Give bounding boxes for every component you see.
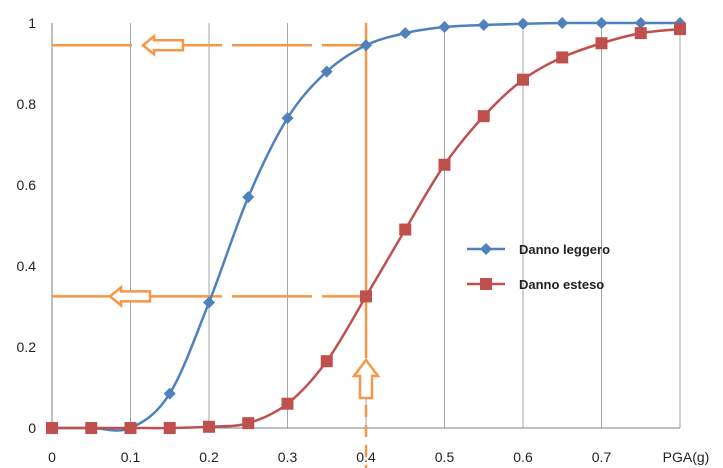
y-tick-label: 0.4 — [17, 258, 37, 274]
x-tick-label: 0.3 — [278, 449, 298, 465]
data-point-square — [438, 158, 451, 171]
data-point-square — [477, 110, 490, 123]
data-point-diamond — [556, 17, 569, 29]
data-point-diamond — [634, 17, 647, 29]
series-curves — [46, 17, 686, 434]
data-point-square — [399, 223, 412, 236]
left-arrow-icon — [141, 33, 185, 57]
data-point-square — [203, 420, 215, 433]
y-tick-label: 0.8 — [17, 96, 37, 112]
legend: Danno leggero Danno esteso — [467, 242, 610, 292]
data-point-square — [85, 422, 98, 434]
data-point-square — [163, 422, 176, 434]
data-point-diamond — [595, 17, 608, 29]
y-tick-label: 0.2 — [17, 339, 37, 355]
data-point-square — [124, 422, 137, 434]
tick-labels: 0 0.1 0.2 0.3 0.4 0.5 0.6 0.7 0 0.2 0.4 0.6 0.8 1 — [17, 15, 612, 465]
data-point-square — [46, 422, 58, 434]
y-tick-label: 1 — [28, 15, 36, 31]
x-tick-label: 0.2 — [199, 449, 219, 465]
data-point-square — [634, 27, 647, 40]
data-point-diamond — [242, 191, 255, 204]
data-point-diamond — [477, 19, 490, 32]
data-point-diamond — [438, 21, 451, 34]
data-point-square — [674, 23, 686, 36]
data-point-square — [281, 397, 294, 410]
data-point-square — [360, 290, 372, 303]
data-point-square — [242, 417, 255, 430]
x-tick-label: 0.1 — [121, 449, 141, 465]
data-point-diamond — [320, 65, 333, 78]
orange-annotations — [52, 23, 381, 468]
data-point-diamond — [203, 296, 215, 309]
legend-label-danno-leggero: Danno leggero — [519, 242, 610, 257]
up-arrow-icon — [351, 357, 381, 400]
x-axis-label: PGA(g) — [663, 449, 710, 465]
x-tick-label: 0.6 — [513, 449, 533, 465]
legend-item-danno-leggero: Danno leggero — [467, 242, 610, 257]
x-tick-label: 0 — [48, 449, 56, 465]
legend-diamond-marker — [480, 243, 492, 255]
data-point-diamond — [163, 387, 176, 400]
data-point-diamond — [360, 39, 372, 52]
left-arrow-icon — [108, 284, 152, 309]
data-point-diamond — [281, 112, 294, 125]
y-tick-label: 0.6 — [17, 177, 37, 193]
data-point-square — [320, 355, 333, 368]
data-point-square — [517, 73, 529, 86]
data-point-square — [595, 37, 608, 50]
data-point-square — [556, 51, 569, 64]
x-tick-label: 0.7 — [592, 449, 612, 465]
x-tick-label: 0.5 — [435, 449, 455, 465]
data-point-diamond — [399, 27, 412, 40]
x-tick-label: 0.4 — [356, 449, 376, 465]
legend-square-marker — [480, 278, 492, 290]
y-tick-label: 0 — [28, 420, 36, 436]
legend-item-danno-esteso: Danno esteso — [467, 277, 604, 292]
legend-label-danno-esteso: Danno esteso — [519, 277, 604, 292]
data-point-diamond — [517, 17, 529, 30]
